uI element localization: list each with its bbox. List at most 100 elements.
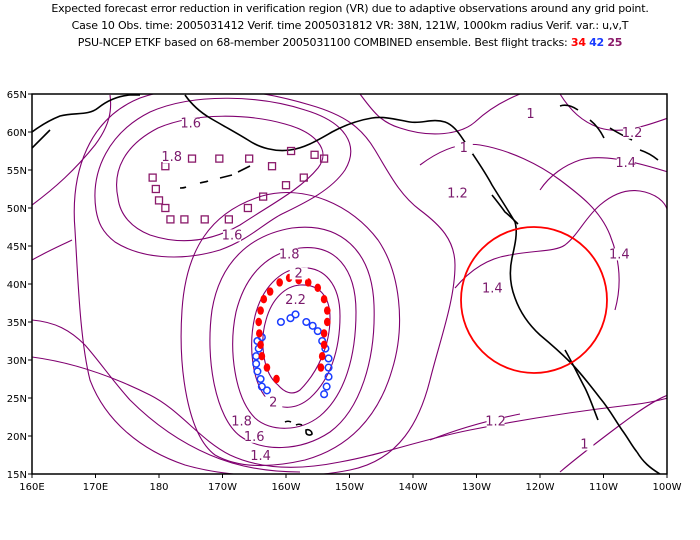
y-axis: 15N 20N 25N 30N 35N 40N 45N 50N 55N 60N 65N	[7, 90, 32, 481]
contour-2-2	[262, 284, 331, 394]
contour-label: 1	[460, 141, 468, 156]
purple-track-point	[148, 173, 157, 182]
contour-label: 2	[295, 266, 303, 281]
contour-label-bg	[251, 449, 270, 462]
contour-label-bg	[486, 415, 505, 428]
blue-track-point	[286, 314, 295, 323]
contour-1-0-se	[559, 394, 667, 473]
coast-alaska	[184, 94, 516, 223]
purple-track-point	[319, 154, 329, 163]
coast-westcoast	[509, 221, 638, 453]
contour-label: 1.8	[231, 415, 252, 430]
contour-label-bg	[223, 229, 242, 242]
purple-track-point	[299, 173, 308, 182]
blue-track-point	[276, 317, 285, 327]
x-tick-label: 170W	[208, 482, 237, 493]
title-line-3: PSU-NCEP ETKF based on 68-member 2005031…	[0, 36, 700, 49]
contour-1-6-nw	[116, 115, 324, 242]
contour-label: 2	[269, 396, 277, 411]
coastlines	[32, 94, 661, 474]
x-tick-label: 120W	[526, 482, 555, 493]
y-tick-label: 60N	[7, 128, 27, 139]
track-count-purple: 25	[607, 36, 623, 49]
red-track-point	[276, 278, 283, 287]
y-tick-label: 50N	[7, 204, 27, 215]
header: Expected forecast error reduction in ver…	[0, 0, 700, 68]
title-line-2: Case 10 Obs. time: 2005031412 Verif. tim…	[71, 19, 629, 32]
red-track-point	[257, 340, 264, 349]
coast-aleutians	[179, 165, 251, 189]
y-tick-label: 55N	[7, 166, 27, 177]
y-tick-label: 35N	[7, 318, 27, 329]
purple-track-point	[154, 196, 164, 205]
x-tick-label: 130W	[462, 482, 491, 493]
contour-lines	[32, 94, 667, 474]
purple-track-point	[258, 192, 268, 201]
contour-label-bg	[181, 117, 200, 130]
purple-track-point	[281, 181, 291, 190]
x-tick-label: 150W	[335, 482, 364, 493]
contour-label: 1.6	[180, 117, 201, 132]
blue-track-point	[313, 327, 322, 336]
purple-track-point	[310, 150, 319, 159]
red-track-point	[317, 363, 325, 372]
blue-track-point	[302, 317, 311, 327]
x-tick-label: 110W	[589, 482, 618, 493]
purple-track-point	[243, 203, 253, 213]
contour-label: 1.4	[609, 247, 630, 262]
contour-1-4-ne	[539, 157, 667, 191]
contour-label-bg	[162, 151, 181, 164]
purple-track-point	[224, 215, 234, 224]
contour-label-bg	[483, 282, 502, 295]
contour-1-8	[232, 247, 357, 429]
x-axis: 160E 170E 180 170W 160W 150W 140W 130W 120W 110W 1…	[19, 474, 682, 493]
contour-label: 1.4	[615, 156, 636, 171]
contour-1-0	[32, 94, 112, 206]
y-tick-label: 30N	[7, 356, 27, 367]
contour-label-bg	[616, 157, 635, 170]
blue-track-point	[262, 386, 272, 395]
x-tick-label: 170E	[83, 482, 108, 493]
track-count-red: 34	[570, 36, 586, 49]
blue-track-point	[308, 321, 317, 330]
title-line-1: Expected forecast error reduction in ver…	[51, 2, 649, 15]
purple-track-point	[187, 154, 197, 163]
contour-1-4-east	[454, 189, 667, 289]
purple-track-point	[267, 162, 277, 171]
contour-1-2-east	[32, 356, 667, 468]
purple-track-point	[151, 184, 160, 194]
red-track-point	[320, 295, 328, 304]
contour-1-0-ne	[419, 143, 620, 311]
coast-ne-inlets	[559, 104, 659, 161]
contour-label-bg	[245, 430, 264, 443]
contour-label-bg	[454, 142, 473, 154]
contour-label: 1.4	[482, 282, 503, 297]
coast-mexico	[636, 451, 661, 474]
purple-track-point	[245, 154, 254, 163]
contour-label: 1.4	[250, 449, 271, 464]
contour-2	[251, 267, 341, 408]
red-track-point	[273, 374, 280, 384]
contour-label-bg	[289, 267, 308, 280]
contour-label-bg	[280, 248, 299, 261]
map-frame	[31, 93, 668, 475]
contour-1-2	[73, 94, 456, 474]
red-track-point	[257, 306, 264, 315]
contour-label-bg	[264, 396, 283, 409]
blue-track-point	[324, 363, 333, 372]
blue-track-point	[256, 374, 265, 384]
y-tick-label: 15N	[7, 470, 27, 481]
contour-label: 1.6	[222, 228, 243, 243]
blue-track-point	[252, 359, 261, 368]
blue-track-point	[252, 352, 261, 361]
contour-label: 1	[580, 437, 588, 452]
contour-label-bg	[286, 294, 305, 306]
contour-label: 1.6	[244, 430, 265, 445]
contour-label-bg	[232, 415, 251, 428]
blue-track-point	[253, 367, 262, 376]
purple-track-point	[166, 215, 175, 224]
blue-track-point	[324, 372, 333, 381]
contour-label: 2.2	[285, 293, 306, 308]
verification-region-circle	[460, 226, 608, 374]
